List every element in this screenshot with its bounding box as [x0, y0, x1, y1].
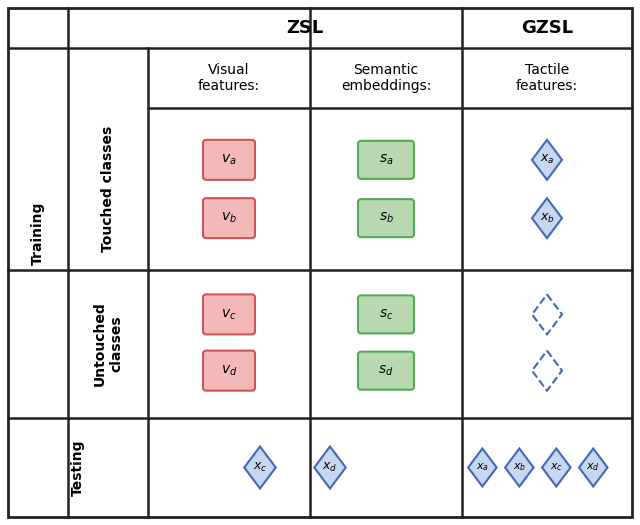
Text: $x_{d}$: $x_{d}$	[586, 461, 600, 474]
FancyBboxPatch shape	[203, 198, 255, 238]
Text: Visual
features:: Visual features:	[198, 63, 260, 93]
Text: $s_{d}$: $s_{d}$	[378, 363, 394, 378]
Polygon shape	[532, 198, 562, 238]
FancyBboxPatch shape	[358, 141, 414, 179]
Text: $s_{b}$: $s_{b}$	[378, 211, 394, 225]
Text: Training: Training	[31, 201, 45, 265]
Text: $s_{c}$: $s_{c}$	[379, 307, 393, 322]
Text: $x_{c}$: $x_{c}$	[550, 461, 563, 474]
Text: $x_{c}$: $x_{c}$	[253, 461, 268, 474]
Polygon shape	[579, 448, 607, 487]
Text: $v_{c}$: $v_{c}$	[221, 307, 237, 322]
Text: Touched classes: Touched classes	[101, 126, 115, 252]
Polygon shape	[314, 446, 346, 488]
Text: $x_{a}$: $x_{a}$	[540, 153, 554, 166]
Text: $v_{a}$: $v_{a}$	[221, 153, 237, 167]
Polygon shape	[244, 446, 276, 488]
Polygon shape	[532, 140, 562, 180]
Text: Untouched
classes: Untouched classes	[93, 302, 123, 386]
FancyBboxPatch shape	[203, 351, 255, 391]
FancyBboxPatch shape	[358, 199, 414, 237]
Text: $x_{a}$: $x_{a}$	[476, 461, 489, 474]
Text: Testing: Testing	[71, 439, 85, 496]
Text: GZSL: GZSL	[521, 19, 573, 37]
Polygon shape	[542, 448, 571, 487]
FancyBboxPatch shape	[203, 295, 255, 334]
Text: $x_{d}$: $x_{d}$	[323, 461, 338, 474]
Polygon shape	[505, 448, 534, 487]
Text: $s_{a}$: $s_{a}$	[379, 153, 393, 167]
Text: $v_{d}$: $v_{d}$	[221, 363, 237, 378]
FancyBboxPatch shape	[358, 352, 414, 390]
Text: $x_{b}$: $x_{b}$	[513, 461, 526, 474]
Text: Semantic
embeddings:: Semantic embeddings:	[341, 63, 431, 93]
FancyBboxPatch shape	[358, 296, 414, 333]
Text: ZSL: ZSL	[286, 19, 324, 37]
Text: $x_{b}$: $x_{b}$	[540, 212, 554, 225]
FancyBboxPatch shape	[203, 140, 255, 180]
Text: $v_{b}$: $v_{b}$	[221, 211, 237, 225]
Text: Tactile
features:: Tactile features:	[516, 63, 578, 93]
Polygon shape	[468, 448, 497, 487]
